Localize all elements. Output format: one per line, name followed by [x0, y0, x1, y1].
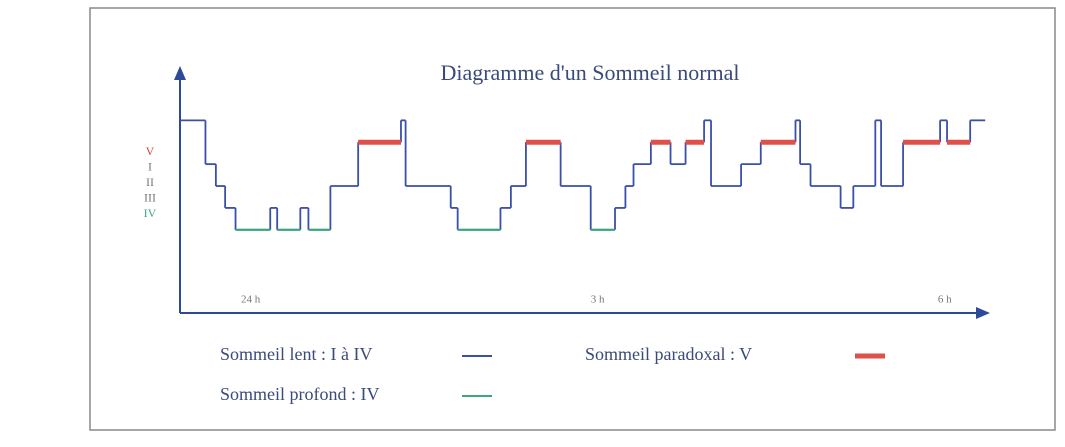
x-tick-label: 6 h [938, 294, 952, 306]
x-tick-label: 3 h [591, 294, 605, 306]
chart-title: Diagramme d'un Sommeil normal [440, 60, 739, 85]
x-tick-label: 24 h [241, 294, 261, 306]
y-tick-label: II [146, 175, 154, 189]
x-axis-arrow [976, 307, 990, 319]
y-tick-label: IV [144, 206, 157, 220]
y-tick-label: I [148, 159, 152, 173]
legend-label: Sommeil profond : IV [220, 384, 380, 404]
legend-label: Sommeil lent : I à IV [220, 344, 372, 364]
y-axis-arrow [174, 66, 186, 80]
frame [89, 7, 1056, 431]
y-tick-label: V [146, 144, 155, 158]
legend-label: Sommeil paradoxal : V [585, 344, 752, 364]
y-tick-label: III [144, 190, 156, 204]
